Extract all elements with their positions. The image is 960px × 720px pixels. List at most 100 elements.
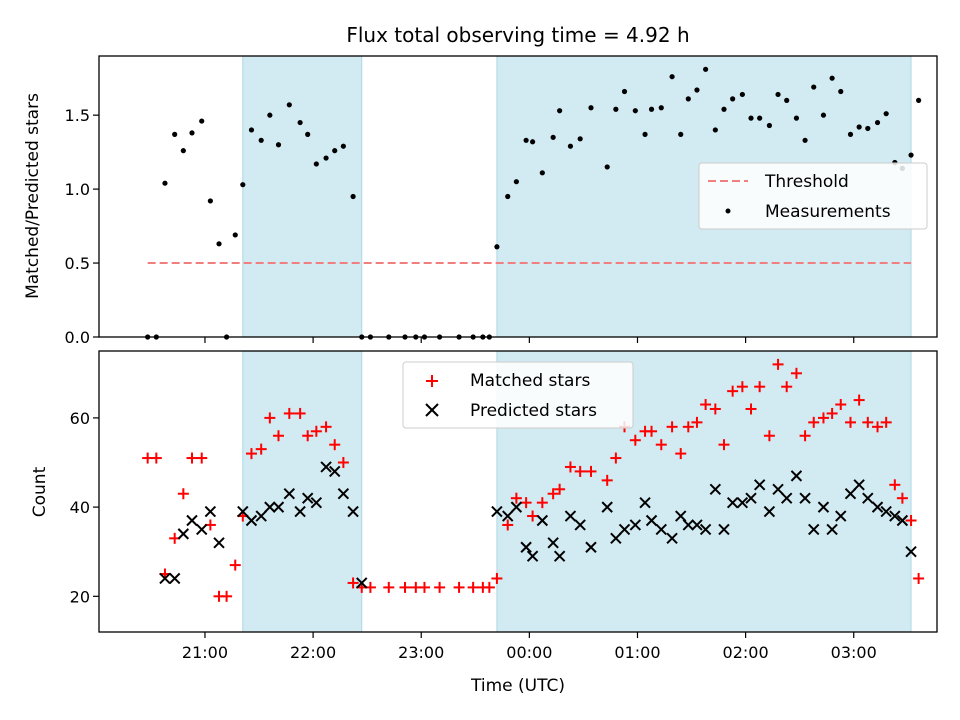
cross-b bbox=[675, 510, 687, 522]
bottom-axes-frame bbox=[98, 350, 938, 633]
y-tick-label: 60 bbox=[70, 409, 90, 428]
predicted-star-marker bbox=[835, 510, 847, 522]
cross-b bbox=[547, 537, 559, 549]
cross-b bbox=[177, 528, 190, 540]
predicted-star-marker bbox=[718, 523, 730, 536]
predicted-star-marker bbox=[772, 483, 784, 495]
predicted-star-marker bbox=[699, 523, 712, 536]
measurement-point bbox=[207, 198, 213, 204]
predicted-star-marker bbox=[896, 514, 909, 527]
matched-star-marker bbox=[527, 510, 539, 522]
predicted-star-marker bbox=[283, 488, 296, 500]
measurement-point bbox=[513, 179, 519, 185]
cross-b bbox=[329, 465, 341, 478]
matched-star-marker bbox=[629, 434, 641, 446]
predicted-star-marker bbox=[294, 505, 306, 518]
measurement-point bbox=[766, 122, 773, 129]
predicted-star-marker bbox=[871, 501, 884, 513]
predicted-star-marker bbox=[159, 572, 171, 585]
cross-b bbox=[629, 519, 642, 531]
measurement-point bbox=[703, 66, 709, 72]
measurement-point bbox=[632, 108, 638, 114]
chart-title: Flux total observing time = 4.92 h bbox=[346, 23, 689, 47]
bottom-legend-box bbox=[402, 361, 634, 429]
cross-b bbox=[666, 532, 678, 545]
matched-star-marker bbox=[700, 399, 712, 411]
matched-star-marker bbox=[655, 439, 667, 451]
legend-measurement-label: Measurements bbox=[765, 202, 891, 222]
matched-star-marker bbox=[905, 514, 917, 526]
predicted-star-marker bbox=[736, 496, 749, 509]
cross-b bbox=[889, 510, 901, 522]
matched-star-marker bbox=[646, 425, 658, 437]
cross-b bbox=[736, 496, 749, 509]
matched-star-marker bbox=[564, 461, 576, 473]
cross-b bbox=[682, 519, 695, 531]
matched-star-marker bbox=[186, 452, 198, 464]
bottom-legend: Matched stars Predicted stars bbox=[402, 361, 634, 429]
measurement-point bbox=[784, 97, 790, 103]
measurement-point bbox=[604, 164, 610, 170]
cross-b bbox=[237, 505, 249, 518]
measurement-point bbox=[267, 112, 273, 118]
predicted-star-marker bbox=[553, 550, 566, 562]
cross-b bbox=[718, 523, 730, 536]
cross-b bbox=[526, 550, 539, 562]
measurement-point bbox=[739, 91, 745, 98]
matched-star-marker bbox=[844, 416, 856, 428]
predicted-star-marker bbox=[356, 577, 368, 589]
cross-b bbox=[574, 519, 586, 531]
cross-b bbox=[301, 492, 314, 504]
cross-b bbox=[790, 470, 803, 482]
measurement-point bbox=[297, 119, 303, 126]
predicted-star-marker bbox=[520, 541, 532, 553]
predicted-star-marker bbox=[502, 510, 514, 522]
measurement-point bbox=[350, 193, 356, 200]
matched-star-marker bbox=[196, 452, 208, 464]
top-x-ticks bbox=[204, 337, 855, 343]
cross-b bbox=[204, 505, 217, 518]
legend-matched-label: Matched stars bbox=[470, 371, 590, 391]
predicted-star-marker bbox=[862, 492, 874, 504]
cross-b bbox=[213, 537, 225, 549]
cross-b bbox=[844, 488, 857, 500]
measurement-point bbox=[529, 139, 536, 145]
measurement-point bbox=[313, 161, 319, 167]
predicted-star-marker bbox=[655, 523, 667, 536]
cross-b bbox=[871, 501, 884, 513]
matched-star-marker bbox=[536, 497, 548, 509]
cross-b bbox=[726, 496, 739, 509]
matched-star-marker bbox=[772, 358, 784, 370]
cross-b bbox=[780, 492, 793, 504]
cross-b bbox=[272, 501, 285, 513]
measurement-point bbox=[730, 96, 736, 102]
predicted-star-marker bbox=[301, 492, 314, 504]
predicted-star-marker bbox=[817, 501, 830, 513]
cross-b bbox=[905, 546, 917, 558]
y-tick-label: 20 bbox=[70, 587, 90, 606]
cross-b bbox=[168, 572, 181, 585]
matched-star-marker bbox=[826, 407, 838, 419]
measurement-point bbox=[829, 75, 835, 81]
measurement-point bbox=[802, 137, 808, 143]
matched-star-marker bbox=[467, 581, 479, 593]
cross-b bbox=[880, 505, 892, 518]
cross-b bbox=[356, 577, 368, 589]
predicted-star-marker bbox=[753, 479, 766, 491]
matched-star-marker bbox=[896, 492, 908, 504]
measurement-point bbox=[505, 193, 511, 200]
x-tick-label: 00:00 bbox=[506, 643, 552, 662]
matched-star-marker bbox=[329, 439, 341, 451]
measurement-point bbox=[232, 232, 238, 238]
top-y-axis-label: Matched/Predicted stars bbox=[23, 93, 43, 299]
matched-star-marker bbox=[302, 430, 314, 442]
predicted-star-marker bbox=[237, 505, 249, 518]
x-tick-label: 03:00 bbox=[831, 643, 877, 662]
matched-star-marker bbox=[347, 577, 359, 589]
matched-star-marker bbox=[491, 572, 503, 584]
predicted-star-marker bbox=[691, 519, 703, 531]
measurement-point bbox=[258, 137, 264, 143]
measurement-point bbox=[240, 182, 246, 188]
legend-measurement-swatch bbox=[725, 208, 731, 214]
